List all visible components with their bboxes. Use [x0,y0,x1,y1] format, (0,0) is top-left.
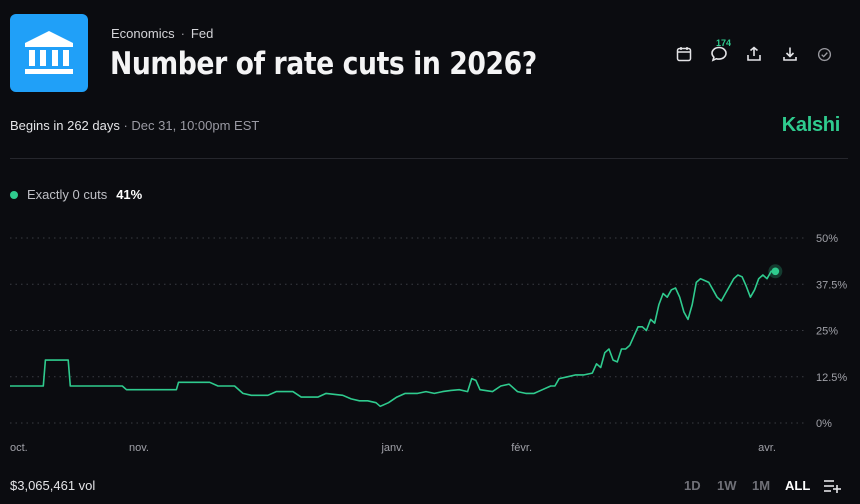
category-logo [10,14,88,92]
header-divider [10,158,848,159]
page-title: Number of rate cuts in 2026? [110,46,537,82]
range-1w-button[interactable]: 1W [717,478,737,493]
end-date-text: Dec 31, 10:00pm EST [131,118,260,133]
legend-label: Exactly 0 cuts [27,187,108,202]
market-timing: Begins in 262 days · Dec 31, 10:00pm EST [10,118,259,133]
chart-legend: Exactly 0 cuts 41% [10,187,142,202]
begins-text: Begins in 262 days [10,118,120,133]
kalshi-logo[interactable]: Kalshi [781,114,841,136]
range-1m-button[interactable]: 1M [752,478,771,493]
meta-separator: · [119,118,132,133]
share-button[interactable] [742,42,766,66]
y-tick-label: 12.5% [816,372,847,384]
y-tick-label: 25% [816,326,838,338]
current-point-marker [771,267,780,276]
comment-count-badge: 174 [716,38,732,48]
breadcrumb: Economics · Fed [111,26,213,41]
comments-button[interactable] [707,42,731,66]
x-tick-label: janv. [380,442,403,454]
download-icon [783,47,797,61]
x-tick-label: avr. [758,442,776,454]
legend-dot [10,190,18,199]
toolbar [672,42,837,66]
price-chart[interactable]: 50% 37.5% 25% 12.5% 0% oct. nov. janv. févr. avr. [0,220,860,460]
x-tick-label: févr. [511,442,532,454]
volume-text: $3,065,461 vol [10,478,96,493]
x-tick-label: nov. [129,442,149,454]
y-tick-label: 37.5% [816,279,847,291]
bank-building-icon [25,31,73,74]
y-tick-label: 0% [816,418,832,430]
legend-value: 41% [116,187,143,202]
series-line-exactly-0-cuts [10,270,776,408]
breadcrumb-separator: · [180,26,185,41]
x-tick-label: oct. [10,442,28,454]
check-circle-icon [817,47,831,61]
y-tick-label: 50% [816,233,838,245]
check-button[interactable] [812,42,836,66]
download-button[interactable] [778,42,802,66]
calendar-icon [676,47,692,62]
breadcrumb-subcategory[interactable]: Fed [190,26,214,41]
range-all-button[interactable]: ALL [785,478,811,493]
calendar-button[interactable] [672,42,696,66]
comment-icon [711,46,727,62]
share-icon [747,46,761,61]
range-1d-button[interactable]: 1D [684,478,701,493]
breadcrumb-category[interactable]: Economics [111,26,175,41]
list-options-icon[interactable] [822,476,842,496]
